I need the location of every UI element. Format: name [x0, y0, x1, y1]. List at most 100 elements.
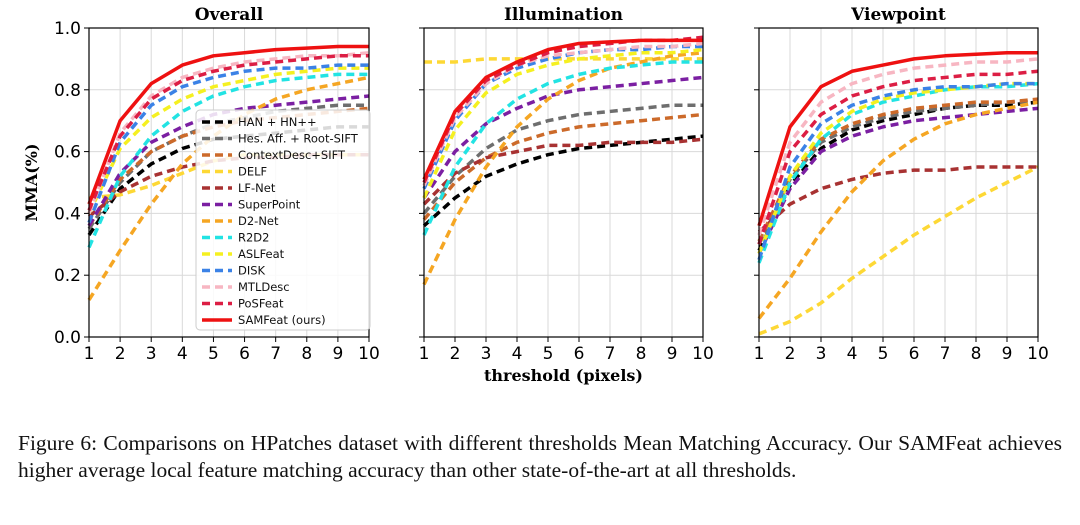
- y-tick-label: 0.2: [54, 266, 81, 286]
- legend-item-delf: DELF: [202, 165, 267, 179]
- figure: 1 2 3 4 5 6 7 8 9 100.00.20.40.60.81.0OverallMMA(…: [22, 5, 1049, 385]
- chart-title: Overall: [195, 5, 264, 25]
- y-tick-label: 0.8: [54, 81, 81, 101]
- y-tick-label: 0.6: [54, 143, 81, 163]
- x-tick-label: 5: [543, 344, 554, 364]
- series-line-lf-net: [422, 137, 704, 206]
- x-tick-label: 6: [239, 344, 250, 364]
- panel-viewpoint: 1 2 3 4 5 6 7 8 9 10 Viewpoint: [754, 5, 1049, 364]
- series-line-disk: [757, 81, 1038, 261]
- series-line-d2-net: [422, 50, 704, 286]
- legend-label: SuperPoint: [238, 198, 301, 212]
- legend-label: LF-Net: [238, 181, 276, 195]
- series-line-aslfeat: [422, 47, 704, 199]
- legend-item-han-hn: HAN + HN++: [202, 115, 317, 129]
- series-line-superpoint: [422, 75, 704, 199]
- x-tick-label: 7: [270, 344, 281, 364]
- series-line-contextdesc-sift: [422, 112, 704, 221]
- legend-label: DISK: [238, 264, 266, 278]
- legend: HAN + HN++ Hes. Aff. + Root-SIFT ContextDe…: [195, 109, 371, 331]
- legend-label: HAN + HN++: [238, 115, 317, 129]
- series-line-posfeat: [422, 35, 704, 184]
- series-line-delf: [424, 57, 703, 64]
- legend-label: ASLFeat: [238, 247, 285, 261]
- legend-label: R2D2: [238, 231, 269, 245]
- axes-frame: [758, 27, 1039, 338]
- x-tick-label: 9: [332, 344, 343, 364]
- x-tick-label: 1: [419, 344, 430, 364]
- legend-item-mtldesc: MTLDesc: [202, 280, 290, 294]
- x-tick-label: 6: [909, 344, 920, 364]
- legend-label: ContextDesc+SIFT: [238, 148, 346, 162]
- x-tick-label: 7: [605, 344, 616, 364]
- series-line-superpoint: [757, 106, 1039, 255]
- x-tick-label: 2: [115, 344, 126, 364]
- series-line-r2d2: [422, 60, 703, 236]
- x-tick-label: 8: [301, 344, 312, 364]
- series-line-posfeat: [87, 54, 369, 211]
- x-tick-label: 2: [450, 344, 461, 364]
- x-tick-label: 8: [636, 344, 647, 364]
- y-axis-label: MMA(%): [22, 143, 41, 221]
- series-line-hes-aff-root-sift: [422, 103, 703, 215]
- series-line-samfeat-ours: [422, 38, 703, 181]
- x-tick-label: 9: [1002, 344, 1013, 364]
- legend-label: SAMFeat (ours): [238, 313, 326, 327]
- chart-title: Viewpoint: [850, 5, 946, 25]
- series-line-mtldesc: [757, 57, 1039, 236]
- x-tick-label: 3: [481, 344, 492, 364]
- x-tick-label: 10: [692, 344, 714, 364]
- series-line-aslfeat: [87, 66, 369, 215]
- series-line-r2d2: [757, 81, 1039, 264]
- x-tick-label: 3: [816, 344, 827, 364]
- series-line-r2d2: [87, 72, 369, 249]
- x-tick-label: 5: [878, 344, 889, 364]
- x-tick-label: 4: [847, 344, 858, 364]
- y-tick-label: 1.0: [54, 19, 81, 39]
- series-line-d2-net: [757, 100, 1039, 320]
- chart-title: Illumination: [504, 5, 623, 25]
- x-tick-label: 2: [785, 344, 796, 364]
- x-tick-label: 1: [754, 344, 765, 364]
- figure-caption: Figure 6: Comparisons on HPatches datase…: [18, 431, 1062, 482]
- x-tick-label: 10: [1027, 344, 1049, 364]
- legend-item-contextdesc-sift: ContextDesc+SIFT: [202, 148, 346, 162]
- y-tick-label: 0.0: [54, 328, 81, 348]
- legend-label: DELF: [238, 165, 267, 179]
- series-line-mtldesc: [422, 41, 704, 187]
- x-tick-label: 3: [146, 344, 157, 364]
- x-tick-label: 1: [84, 344, 95, 364]
- x-tick-label: 6: [574, 344, 585, 364]
- legend-label: PoSFeat: [238, 297, 284, 311]
- panel-illumination: 1 2 3 4 5 6 7 8 9 10 Illumination threshold (pixels…: [419, 5, 714, 385]
- legend-item-samfeat-ours: SAMFeat (ours): [202, 313, 326, 327]
- series-line-han-hn: [757, 100, 1039, 252]
- series-line-posfeat: [757, 69, 1039, 245]
- x-tick-label: 9: [667, 344, 678, 364]
- series-line-lf-net: [757, 165, 1038, 234]
- legend-item-disk: DISK: [202, 264, 266, 278]
- series-line-samfeat-ours: [87, 44, 369, 205]
- series-line-delf: [758, 165, 1039, 336]
- x-tick-label: 10: [358, 344, 380, 364]
- axes-frame: [423, 27, 704, 338]
- x-tick-label: 4: [177, 344, 188, 364]
- series-line-contextdesc-sift: [757, 97, 1039, 242]
- legend-label: D2-Net: [238, 214, 279, 228]
- series-line-mtldesc: [87, 50, 370, 215]
- legend-item-r2d2: R2D2: [202, 231, 269, 245]
- x-tick-label: 5: [208, 344, 219, 364]
- legend-label: Hes. Aff. + Root-SIFT: [238, 132, 359, 146]
- x-tick-label: 8: [971, 344, 982, 364]
- plots-layer: 1 2 3 4 5 6 7 8 9 100.00.20.40.60.81.0OverallMMA(…: [22, 5, 1049, 385]
- series-line-samfeat-ours: [757, 50, 1038, 227]
- legend-box: [195, 109, 371, 331]
- x-axis-label: threshold (pixels): [484, 366, 643, 385]
- legend-item-lf-net: LF-Net: [202, 181, 276, 195]
- legend-label: MTLDesc: [238, 280, 290, 294]
- legend-item-aslfeat: ASLFeat: [202, 247, 285, 261]
- legend-item-superpoint: SuperPoint: [202, 198, 301, 212]
- legend-item-d2-net: D2-Net: [202, 214, 279, 228]
- legend-item-hes-aff-root-sift: Hes. Aff. + Root-SIFT: [202, 132, 359, 146]
- x-tick-label: 7: [940, 344, 951, 364]
